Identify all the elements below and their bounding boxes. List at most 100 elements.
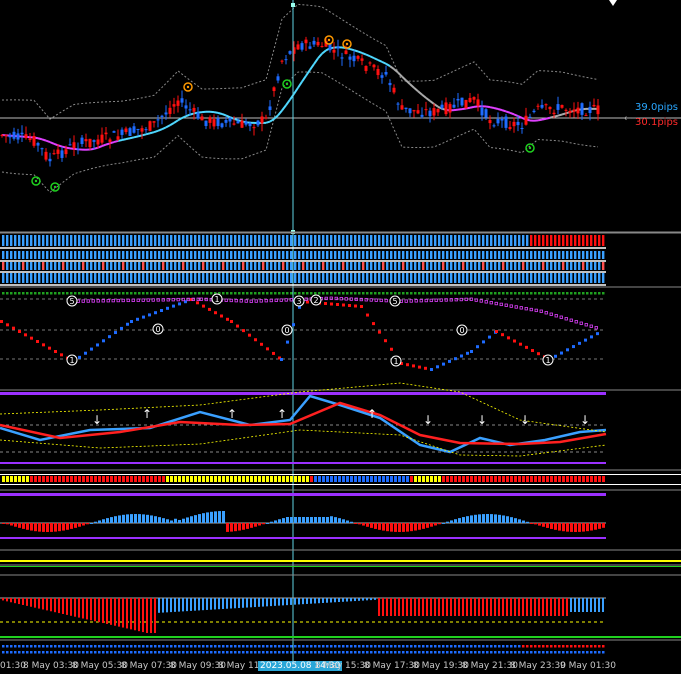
trend-bar	[574, 262, 577, 270]
time-label: 8 May 19:30	[413, 661, 469, 671]
trend-bar	[270, 262, 273, 270]
moving-average-segment	[285, 99, 291, 106]
histogram-bar	[354, 598, 356, 602]
trend-bar	[406, 235, 409, 246]
strip-dot	[522, 645, 525, 648]
strip-dot	[562, 651, 565, 654]
trend-bar	[458, 262, 461, 270]
histogram-bar	[278, 598, 280, 606]
histogram-bar	[174, 518, 177, 523]
histogram-bar	[466, 598, 468, 616]
strip-cell	[202, 476, 205, 482]
green-dot	[450, 292, 453, 295]
time-label: 8 May 03:30	[23, 661, 79, 671]
candle-body	[412, 110, 416, 112]
candle-body	[96, 139, 100, 145]
trend-bar	[458, 251, 461, 259]
strip-dot	[514, 645, 517, 648]
signal-number-bottom-icon	[390, 355, 402, 367]
trend-bar	[418, 262, 421, 270]
strip-dot	[430, 651, 433, 654]
candle-body	[348, 56, 352, 60]
signal-dot	[60, 353, 63, 357]
strip-dot	[38, 651, 41, 654]
trend-bar	[198, 251, 201, 259]
trend-bar	[50, 262, 53, 270]
trend-bar	[366, 262, 369, 270]
candle-body	[36, 142, 40, 146]
strip-cell	[198, 476, 201, 482]
signal-dot	[531, 349, 534, 353]
green-separator	[0, 636, 681, 638]
strip-dot	[390, 651, 393, 654]
magenta-dot	[191, 297, 195, 302]
candle-body	[568, 111, 572, 113]
trend-bar	[214, 251, 217, 259]
trend-bar	[150, 262, 153, 270]
histogram-bar	[382, 523, 385, 531]
strip-cell	[378, 476, 381, 482]
strip-dot	[546, 645, 549, 648]
strip-dot	[286, 645, 289, 648]
trend-bar	[478, 251, 481, 259]
moving-average-segment	[265, 120, 271, 124]
strip-dot	[594, 651, 597, 654]
histogram-bar	[338, 518, 341, 523]
moving-average-segment	[301, 75, 307, 83]
trend-bar	[306, 251, 309, 259]
histogram-bar	[290, 517, 293, 523]
strip-dot	[578, 645, 581, 648]
green-dot	[386, 292, 389, 295]
candle-body	[180, 98, 184, 103]
trend-bar	[66, 251, 69, 259]
trend-bar	[146, 273, 149, 283]
trend-bar	[2, 273, 5, 283]
strip-dot	[42, 645, 45, 648]
strip-dot	[558, 645, 561, 648]
green-dot	[330, 292, 333, 295]
trend-bar	[162, 251, 165, 259]
strip-dot	[214, 651, 217, 654]
candle-body	[320, 46, 324, 48]
strip-cell	[30, 476, 33, 482]
trend-bar	[382, 262, 385, 270]
trend-bar	[370, 262, 373, 270]
strip-dot	[398, 645, 401, 648]
strip-dot	[554, 651, 557, 654]
signal-dot	[390, 347, 393, 351]
trend-bar	[170, 251, 173, 259]
histogram-bar	[138, 598, 140, 632]
histogram-bar	[346, 520, 349, 523]
trend-bar	[490, 235, 493, 246]
candle-body	[248, 123, 252, 127]
magenta-dot	[171, 298, 175, 302]
histogram-bar	[254, 523, 257, 527]
lower-band-line	[1, 71, 599, 194]
trend-bar	[154, 262, 157, 270]
trend-bar	[482, 262, 485, 270]
moving-average-segment	[149, 131, 155, 135]
histogram-bar	[86, 523, 89, 525]
strip-dot	[2, 651, 5, 654]
signal-dot	[590, 335, 593, 339]
trend-bar	[106, 262, 109, 270]
strip-dot	[302, 651, 305, 654]
histogram-bar	[370, 523, 373, 528]
candle-body	[452, 104, 456, 108]
trend-bar	[442, 251, 445, 259]
trend-bar	[70, 235, 73, 246]
trend-bar	[570, 273, 573, 283]
scroll-down-icon[interactable]	[609, 0, 617, 6]
trend-bar	[586, 273, 589, 283]
histogram-bar	[482, 598, 484, 616]
strip-dot	[314, 651, 317, 654]
strip-dot	[138, 651, 141, 654]
trend-bar	[234, 273, 237, 283]
strip-cell	[150, 476, 153, 482]
trend-bar	[494, 273, 497, 283]
histogram-bar	[46, 523, 49, 532]
candle-body	[264, 117, 268, 119]
trend-bar	[462, 262, 465, 270]
strip-dot	[374, 651, 377, 654]
